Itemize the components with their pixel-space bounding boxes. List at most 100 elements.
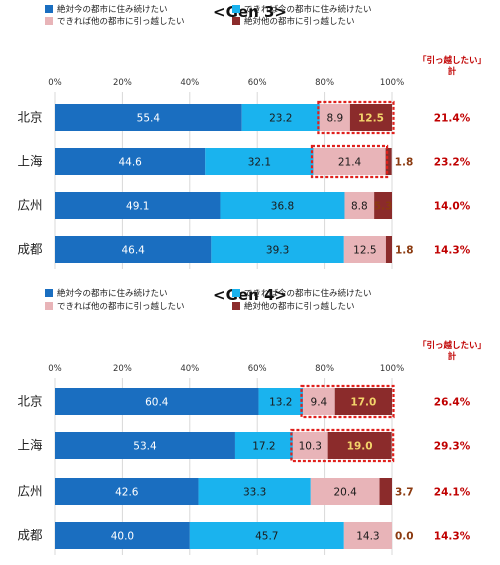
legend-label-g4-3: 絶対他の都市に引っ越したい — [244, 301, 355, 312]
total-value-g3-0: 21.4% — [434, 113, 471, 125]
legend-swatch-g4-3 — [232, 302, 240, 310]
bar-g3-3-3 — [385, 236, 392, 263]
bar-g3-2-3 — [374, 192, 392, 219]
category-label-g3-0: 北京 — [17, 110, 42, 125]
bar-g3-2-0 — [55, 192, 221, 219]
bar-g4-0-3 — [334, 388, 392, 415]
tick-label-g3-4: 80% — [315, 78, 334, 88]
value-label-g4-2-3: 3.7 — [395, 487, 414, 499]
legend-swatch-g3-1 — [232, 5, 240, 13]
bar-g4-2-2 — [310, 478, 380, 505]
value-label-g3-3-3: 1.8 — [395, 245, 414, 257]
chart-title-g3: <Gen 3> — [213, 3, 287, 21]
bar-g3-3-0 — [55, 236, 212, 263]
total-header-g3: 「引っ越したい」 — [418, 55, 486, 66]
legend-swatch-g4-2 — [45, 302, 53, 310]
bar-g3-3-2 — [343, 236, 386, 263]
category-label-g4-3: 成都 — [17, 528, 43, 543]
legend-label-g3-3: 絶対他の都市に引っ越したい — [244, 16, 355, 27]
value-label-g3-2-1: 36.8 — [271, 201, 294, 213]
bar-g3-0-2 — [319, 104, 350, 131]
value-label-g3-1-0: 44.6 — [118, 157, 142, 169]
value-label-g3-1-2: 21.4 — [338, 157, 362, 169]
tick-label-g4-5: 100% — [380, 364, 404, 374]
value-label-g3-3-1: 39.3 — [266, 245, 289, 257]
tick-label-g4-2: 40% — [180, 364, 199, 374]
value-label-g3-3-2: 12.5 — [353, 245, 376, 257]
total-header-sub-g3: 計 — [448, 66, 457, 77]
value-label-g3-0-3: 12.5 — [358, 113, 384, 125]
chart-title-g4: <Gen 4> — [213, 286, 287, 304]
bar-g4-0-1 — [258, 388, 304, 415]
highlight-frame-g4-0 — [300, 384, 395, 419]
total-value-g3-1: 23.2% — [434, 157, 471, 169]
legend-swatch-g3-0 — [45, 5, 53, 13]
value-label-g3-1-1: 32.1 — [248, 157, 271, 169]
value-label-g3-2-2: 8.8 — [351, 201, 368, 213]
bar-g4-3-0 — [55, 522, 190, 549]
value-label-g4-0-0: 60.4 — [145, 397, 169, 409]
legend-swatch-g4-1 — [232, 289, 240, 297]
value-label-g3-0-1: 23.2 — [269, 113, 292, 125]
legend-label-g3-1: できれば今の都市に住み続けたい — [244, 4, 372, 15]
bar-g4-3-1 — [189, 522, 344, 549]
highlight-frame-g3-0 — [317, 100, 395, 135]
bar-g3-1-1 — [205, 148, 314, 175]
value-label-g4-3-1: 45.7 — [255, 531, 278, 543]
bar-g3-1-0 — [55, 148, 206, 175]
bar-g4-3-2 — [343, 522, 392, 549]
category-label-g3-3: 成都 — [17, 242, 43, 257]
legend-label-g3-2: できれば他の都市に引っ越したい — [57, 16, 185, 27]
tick-label-g3-5: 100% — [380, 78, 404, 88]
value-label-g3-3-0: 46.4 — [121, 245, 145, 257]
value-label-g3-0-2: 8.9 — [327, 113, 344, 125]
bar-g3-2-2 — [344, 192, 375, 219]
total-value-g3-2: 14.0% — [434, 201, 471, 213]
value-label-g4-0-2: 9.4 — [311, 397, 328, 409]
value-label-g4-3-3: 0.0 — [395, 531, 414, 543]
tick-label-g3-3: 60% — [248, 78, 267, 88]
bar-g4-2-1 — [198, 478, 311, 505]
bar-g4-0-0 — [55, 388, 259, 415]
category-label-g3-2: 広州 — [17, 198, 42, 213]
tick-label-g4-1: 20% — [113, 364, 132, 374]
value-label-g3-1-3: 1.8 — [395, 157, 414, 169]
value-label-g4-3-2: 14.3 — [356, 531, 379, 543]
total-header-g4: 「引っ越したい」 — [418, 340, 486, 351]
value-label-g4-3-0: 40.0 — [111, 531, 134, 543]
highlight-frame-g3-1 — [310, 144, 389, 179]
bar-g3-3-1 — [211, 236, 344, 263]
bar-g3-2-1 — [220, 192, 345, 219]
highlight-frame-g4-1 — [290, 428, 395, 463]
legend-label-g4-0: 絶対今の都市に住み続けたい — [57, 288, 168, 299]
value-label-g4-1-0: 53.4 — [133, 441, 157, 453]
value-label-g4-2-2: 20.4 — [333, 487, 357, 499]
bar-g3-0-3 — [349, 104, 392, 131]
value-label-g3-2-0: 49.1 — [126, 201, 149, 213]
value-label-g3-2-3: 5.3 — [374, 201, 393, 213]
tick-label-g4-4: 80% — [315, 364, 334, 374]
category-label-g3-1: 上海 — [17, 154, 43, 169]
tick-label-g3-1: 20% — [113, 78, 132, 88]
tick-label-g4-0: 0% — [48, 364, 62, 374]
bar-g3-0-0 — [55, 104, 242, 131]
bar-g4-1-2 — [292, 432, 328, 459]
total-value-g4-1: 29.3% — [434, 441, 471, 453]
legend-label-g4-1: できれば今の都市に住み続けたい — [244, 288, 372, 299]
total-value-g4-0: 26.4% — [434, 397, 471, 409]
category-label-g4-0: 北京 — [17, 394, 42, 409]
category-label-g4-2: 広州 — [17, 484, 42, 499]
tick-label-g3-0: 0% — [48, 78, 62, 88]
total-value-g3-3: 14.3% — [434, 245, 471, 257]
legend-swatch-g3-3 — [232, 17, 240, 25]
value-label-g4-0-1: 13.2 — [269, 397, 292, 409]
bar-g4-1-1 — [234, 432, 293, 459]
total-value-g4-3: 14.3% — [434, 531, 471, 543]
bar-g3-1-2 — [313, 148, 386, 175]
category-label-g4-1: 上海 — [17, 438, 43, 453]
value-label-g4-1-2: 10.3 — [299, 441, 322, 453]
bar-g4-1-3 — [327, 432, 392, 459]
value-label-g4-1-1: 17.2 — [252, 441, 275, 453]
bar-g4-2-3 — [379, 478, 392, 505]
